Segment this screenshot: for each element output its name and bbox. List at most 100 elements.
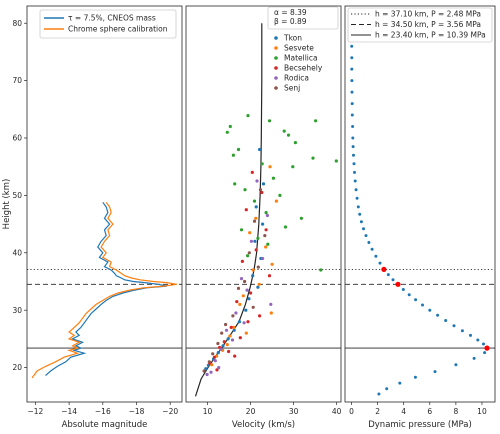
velocity-point bbox=[225, 130, 229, 134]
velocity-point bbox=[263, 234, 267, 238]
pressure-point bbox=[350, 56, 354, 60]
pressure-point bbox=[460, 329, 464, 333]
velocity-point bbox=[256, 265, 260, 269]
pressure-point bbox=[482, 342, 485, 346]
velocity-point bbox=[260, 162, 264, 166]
pressure-point bbox=[483, 351, 487, 355]
x-tick-label: 10 bbox=[477, 407, 487, 416]
velocity-point bbox=[311, 156, 315, 160]
velocity-point bbox=[226, 337, 230, 341]
velocity-point bbox=[236, 147, 241, 152]
velocity-point bbox=[216, 341, 220, 346]
velocity-point bbox=[240, 259, 244, 263]
y-tick-label: 40 bbox=[12, 248, 22, 257]
pressure-point bbox=[350, 44, 354, 48]
pressure-point bbox=[386, 273, 390, 277]
legend: α = 8.39β = 0.89 TkonSesveteMatellicaBecs… bbox=[267, 6, 339, 93]
velocity-point bbox=[256, 285, 260, 289]
velocity-point bbox=[244, 308, 248, 312]
x-axis-label: Absolute magnitude bbox=[62, 420, 148, 430]
velocity-point bbox=[269, 302, 273, 306]
velocity-point bbox=[266, 242, 270, 246]
fit-label-box bbox=[267, 6, 339, 30]
velocity-point bbox=[270, 262, 274, 266]
velocity-point bbox=[234, 311, 238, 315]
velocity-point bbox=[246, 320, 250, 324]
pressure-point bbox=[350, 90, 354, 94]
pressure-point bbox=[472, 356, 476, 360]
velocity-point bbox=[233, 354, 237, 358]
pressure-point bbox=[355, 196, 359, 200]
pressure-point bbox=[364, 234, 368, 238]
pressure-point bbox=[454, 363, 458, 367]
velocity-point bbox=[260, 190, 264, 195]
pressure-point bbox=[350, 79, 354, 83]
velocity-point bbox=[271, 176, 275, 180]
velocity-point bbox=[215, 368, 219, 372]
pressure-point bbox=[350, 113, 354, 117]
pressure-point bbox=[359, 220, 363, 224]
y-axis-label: Height (km) bbox=[2, 179, 12, 230]
velocity-point bbox=[256, 236, 260, 240]
velocity-point bbox=[251, 274, 255, 278]
velocity-point bbox=[219, 347, 223, 351]
velocity-point bbox=[278, 193, 282, 197]
pressure-point bbox=[428, 308, 432, 312]
velocity-point bbox=[257, 282, 261, 286]
x-tick-label: −18 bbox=[129, 407, 145, 416]
velocity-point bbox=[231, 153, 235, 157]
velocity-point bbox=[265, 213, 269, 218]
pressure-point bbox=[353, 170, 356, 174]
legend-swatch bbox=[274, 46, 278, 50]
legend-swatch bbox=[274, 56, 278, 60]
velocity-point bbox=[264, 211, 268, 215]
pressure-panel: 0 2 4 6 8 10 Dynamic pressure (MPa) h = 37.10 k… bbox=[344, 5, 496, 430]
y-tick-label: 60 bbox=[12, 134, 22, 143]
velocity-point bbox=[232, 325, 236, 329]
velocity-point bbox=[216, 351, 220, 355]
velocity-point bbox=[334, 159, 338, 163]
velocity-point bbox=[261, 256, 265, 261]
data-layer bbox=[350, 33, 490, 396]
pressure-point bbox=[436, 313, 440, 317]
velocity-point bbox=[253, 239, 257, 243]
velocity-point bbox=[269, 311, 273, 315]
magnitude-panel: −12 −14 −16 −18 −20 20 30 40 50 60 70 80 Absolute ma… bbox=[2, 5, 183, 430]
pressure-point bbox=[385, 387, 389, 391]
x-tick-label: −16 bbox=[95, 407, 111, 416]
velocity-point bbox=[224, 328, 229, 332]
data-layer bbox=[194, 23, 338, 397]
velocity-point bbox=[251, 305, 255, 309]
pressure-point bbox=[444, 319, 448, 322]
legend-swatch bbox=[274, 36, 278, 40]
pressure-marker bbox=[381, 266, 387, 272]
velocity-point bbox=[246, 254, 250, 258]
pressure-point bbox=[350, 67, 354, 71]
pressure-point bbox=[352, 162, 356, 166]
legend-swatch bbox=[274, 66, 278, 70]
pressure-marker bbox=[484, 345, 490, 351]
pressure-point bbox=[421, 303, 424, 307]
velocity-point bbox=[238, 302, 242, 306]
x-tick-label: −20 bbox=[162, 407, 178, 416]
velocity-point bbox=[205, 372, 209, 377]
velocity-point bbox=[293, 141, 297, 145]
legend-label: h = 37.10 km, P = 2.48 MPa bbox=[375, 10, 481, 19]
pressure-point bbox=[354, 188, 358, 192]
legend-swatch bbox=[274, 76, 278, 80]
velocity-point bbox=[212, 355, 216, 359]
legend-label: Tkon bbox=[283, 34, 302, 43]
velocity-point bbox=[251, 268, 255, 272]
legend-label: Becsehely bbox=[284, 64, 323, 73]
velocity-point bbox=[204, 367, 208, 371]
x-tick-label: 30 bbox=[289, 407, 299, 416]
pressure-point bbox=[367, 241, 371, 244]
plot-frame bbox=[26, 5, 183, 403]
velocity-point bbox=[248, 231, 252, 235]
velocity-point bbox=[236, 286, 241, 290]
y-tick-label: 70 bbox=[12, 76, 22, 85]
velocity-point bbox=[247, 297, 251, 301]
velocity-point bbox=[247, 251, 251, 255]
